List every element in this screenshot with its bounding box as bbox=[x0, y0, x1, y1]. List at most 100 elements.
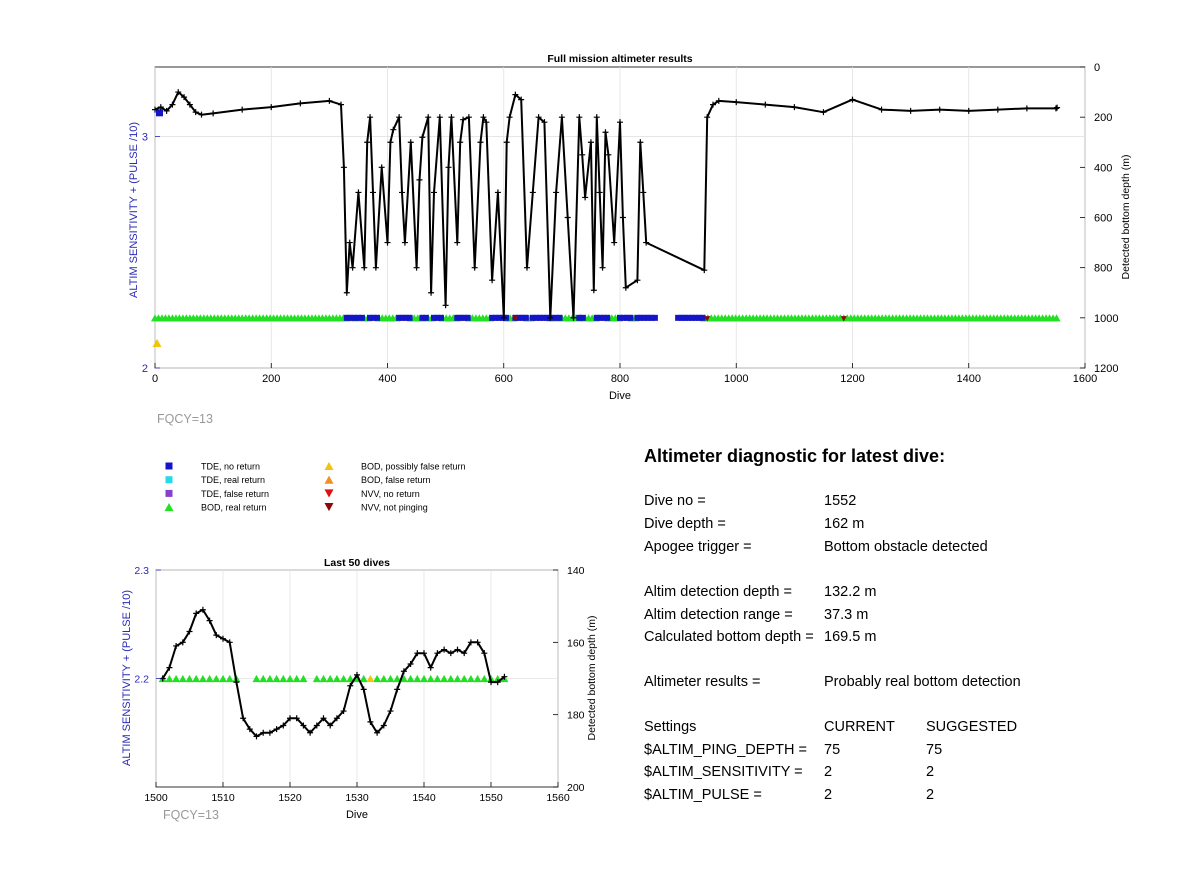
x-tick-label: 1540 bbox=[412, 792, 436, 804]
bod-real-return-marker bbox=[399, 674, 408, 683]
tde-no-return-marker bbox=[374, 314, 381, 321]
top-status-markers bbox=[151, 109, 1061, 347]
apogee-trigger-label: Apogee trigger = bbox=[644, 539, 752, 555]
bottom-depth-point bbox=[181, 94, 188, 101]
bottom-depth-point bbox=[447, 650, 454, 657]
bottom-depth-point bbox=[199, 606, 206, 613]
bottom-depth-point bbox=[169, 101, 176, 108]
bottom-depth-point bbox=[512, 91, 519, 98]
bod-real-return-marker bbox=[198, 674, 207, 683]
tde-no-return-marker bbox=[540, 314, 547, 321]
top-right-y-axis-label: Detected bottom depth (m) bbox=[1120, 155, 1132, 280]
tde-no-return-marker bbox=[492, 314, 499, 321]
tde-no-return-marker bbox=[553, 314, 560, 321]
bottom-depth-point bbox=[596, 189, 603, 196]
bod-real-return-marker bbox=[279, 674, 288, 683]
x-tick-label: 800 bbox=[611, 373, 629, 385]
bod-real-return-marker bbox=[453, 674, 462, 683]
tde-no-return-marker bbox=[496, 314, 503, 321]
bottom-depth-point bbox=[611, 239, 618, 246]
legend-marker-nvv_not_pinging bbox=[324, 503, 334, 512]
bottom-depth-point bbox=[192, 109, 199, 116]
fqcy-label-bottom: FQCY=13 bbox=[163, 808, 219, 822]
bottom-depth-point bbox=[367, 114, 374, 121]
bod-real-return-marker bbox=[319, 674, 328, 683]
tde-no-return-marker bbox=[620, 314, 627, 321]
ping-depth-suggested: 75 bbox=[926, 742, 943, 758]
settings-header: Settings bbox=[644, 719, 697, 735]
bottom-depth-point bbox=[460, 116, 467, 123]
bottom-depth-point bbox=[399, 189, 406, 196]
legend-marker-bod_real_return bbox=[164, 503, 174, 512]
tde-no-return-marker bbox=[156, 109, 163, 117]
tde-no-return-marker bbox=[675, 314, 682, 321]
bottom-depth-point bbox=[354, 671, 360, 678]
tde-no-return-marker bbox=[355, 314, 362, 321]
bod-real-return-marker bbox=[379, 674, 388, 683]
bod-real-return-marker bbox=[225, 674, 234, 683]
bottom-depth-point bbox=[268, 104, 275, 111]
bottom-depth-point bbox=[878, 106, 885, 113]
bottom-depth-point bbox=[390, 126, 397, 133]
tde-no-return-marker bbox=[699, 314, 706, 321]
tde-no-return-marker bbox=[350, 314, 357, 321]
bottom-depth-point bbox=[340, 708, 347, 715]
altimeter-results-label: Altimeter results = bbox=[644, 674, 761, 690]
tde-no-return-marker bbox=[437, 314, 444, 321]
nvv-not-pinging-marker bbox=[512, 316, 519, 322]
bottom-depth-point bbox=[587, 139, 594, 146]
right-y-tick-label: 1200 bbox=[1094, 363, 1118, 375]
left-y-tick-label: 3 bbox=[142, 131, 148, 143]
bottom-depth-point bbox=[313, 722, 320, 729]
bottom-right-y-axis-label: Detected bottom depth (m) bbox=[586, 616, 598, 741]
right-y-tick-label: 180 bbox=[567, 710, 585, 722]
bottom-depth-point bbox=[436, 114, 443, 121]
bottom-depth-point bbox=[179, 639, 186, 646]
right-y-tick-label: 200 bbox=[567, 782, 585, 794]
bottom-depth-point bbox=[421, 650, 427, 657]
nvv-not-pinging-marker bbox=[704, 316, 711, 322]
bod-real-return-marker bbox=[205, 674, 214, 683]
tde-no-return-marker bbox=[623, 314, 630, 321]
bod-real-return-marker bbox=[466, 674, 475, 683]
bottom-depth-point bbox=[266, 729, 273, 736]
bottom-depth-point bbox=[477, 139, 484, 146]
right-y-tick-label: 200 bbox=[1094, 112, 1112, 124]
tde-no-return-marker bbox=[422, 314, 429, 321]
nvv-not-pinging-marker bbox=[840, 316, 847, 322]
tde-no-return-marker bbox=[576, 314, 583, 321]
bod-real-return-marker bbox=[386, 674, 395, 683]
bottom-depth-point bbox=[791, 104, 798, 111]
bottom-depth-point bbox=[965, 107, 972, 114]
tde-no-return-marker bbox=[696, 314, 703, 321]
bottom-depth-point bbox=[1023, 105, 1030, 112]
legend-marker-bod_false_return bbox=[324, 475, 334, 484]
left-y-tick-label: 2.2 bbox=[134, 674, 149, 686]
bottom-depth-point bbox=[307, 729, 314, 736]
bottom-depth-point bbox=[157, 104, 164, 111]
sensitivity-label: $ALTIM_SENSITIVITY = bbox=[644, 764, 803, 780]
bottom-depth-point bbox=[431, 189, 437, 196]
bod-real-return-marker bbox=[460, 674, 469, 683]
top-x-ticks: 0 200 400 600 800 1000 1200 1400 1600 bbox=[152, 363, 1097, 385]
calculated-bottom-depth-value: 169.5 m bbox=[824, 629, 877, 645]
bottom-depth-point bbox=[374, 729, 381, 736]
bottom-depth-point bbox=[634, 277, 641, 284]
bod-real-return-marker bbox=[185, 674, 194, 683]
bod-real-return-marker bbox=[1052, 314, 1061, 322]
x-tick-label: 1510 bbox=[211, 792, 235, 804]
bottom-depth-point bbox=[297, 100, 304, 107]
right-y-tick-label: 0 bbox=[1094, 62, 1100, 74]
bod-real-return-marker bbox=[440, 674, 449, 683]
tde-no-return-marker bbox=[651, 314, 658, 321]
last-50-dives-chart: 1500 1510 1520 1530 1540 1550 1560 2.22.3 1401… bbox=[121, 557, 598, 821]
bottom-depth-point bbox=[320, 715, 327, 722]
right-y-tick-label: 400 bbox=[1094, 162, 1112, 174]
bottom-depth-point bbox=[210, 110, 217, 117]
legend-label-tde_no_return: TDE, no return bbox=[201, 462, 260, 472]
bottom-depth-point bbox=[166, 664, 173, 671]
bottom-left-y-ticks: 2.2 2.3 bbox=[134, 565, 161, 686]
bod-real-return-marker bbox=[259, 674, 268, 683]
bottom-depth-point bbox=[407, 661, 414, 668]
bottom-depth-point bbox=[907, 107, 914, 114]
